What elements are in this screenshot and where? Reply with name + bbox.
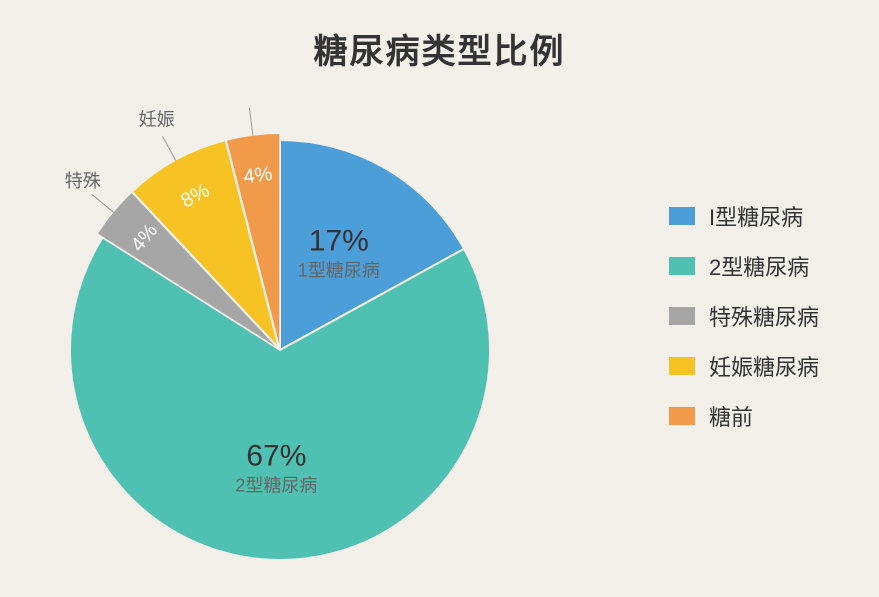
- leader-line-gestational: [162, 136, 175, 161]
- pie-chart: 17%1型糖尿病67%2型糖尿病特殊4%妊娠8%糖前4%: [30, 100, 590, 597]
- slice-shortlabel-gestational: 妊娠: [139, 110, 175, 130]
- slice-percent-pre: 4%: [242, 163, 274, 188]
- slice-shortlabel-special: 特殊: [65, 171, 101, 191]
- legend-swatch-pre: [669, 407, 695, 425]
- legend-item-type1: I型糖尿病: [669, 200, 819, 232]
- slice-percent-type2: 67%: [246, 439, 306, 472]
- slice-percent-type1: 17%: [309, 225, 369, 258]
- legend-label-gestational: 妊娠糖尿病: [709, 350, 819, 382]
- legend-label-type1: I型糖尿病: [709, 200, 803, 232]
- legend-item-pre: 糖前: [669, 400, 819, 432]
- slice-label-type1: 1型糖尿病: [298, 261, 380, 281]
- legend-swatch-type1: [669, 207, 695, 225]
- legend-swatch-special: [669, 307, 695, 325]
- leader-line-special: [92, 194, 114, 212]
- legend: I型糖尿病 2型糖尿病特殊糖尿病妊娠糖尿病糖前: [669, 200, 819, 450]
- legend-item-gestational: 妊娠糖尿病: [669, 350, 819, 382]
- legend-item-special: 特殊糖尿病: [669, 300, 819, 332]
- pie-chart-container: 糖尿病类型比例 17%1型糖尿病67%2型糖尿病特殊4%妊娠8%糖前4% I型糖…: [0, 0, 879, 597]
- legend-label-type2: 2型糖尿病: [709, 250, 809, 282]
- leader-line-pre: [249, 108, 253, 136]
- legend-swatch-type2: [669, 257, 695, 275]
- legend-label-pre: 糖前: [709, 400, 753, 432]
- legend-swatch-gestational: [669, 357, 695, 375]
- legend-item-type2: 2型糖尿病: [669, 250, 819, 282]
- slice-label-type2: 2型糖尿病: [235, 475, 317, 495]
- chart-title: 糖尿病类型比例: [0, 24, 879, 73]
- legend-label-special: 特殊糖尿病: [709, 300, 819, 332]
